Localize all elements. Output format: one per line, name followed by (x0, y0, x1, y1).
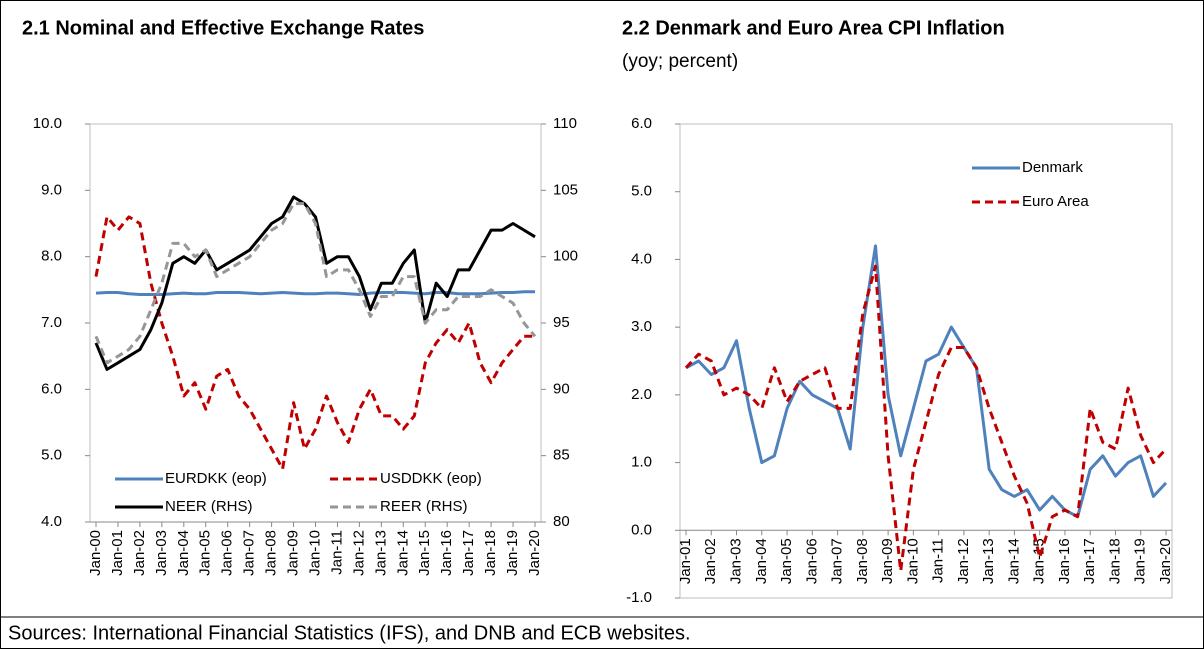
x-tick-label: Jan-19 (504, 530, 521, 576)
x-tick-label: Jan-09 (285, 530, 302, 576)
x-tick-label: Jan-14 (394, 530, 411, 576)
x-tick-label: Jan-00 (87, 530, 104, 576)
x-tick-label: Jan-16 (1056, 538, 1073, 584)
y2-tick-label: 110 (553, 115, 577, 132)
series-line (684, 264, 1168, 573)
x-tick-label: Jan-14 (1005, 538, 1022, 584)
x-tick-label: Jan-18 (1106, 538, 1123, 584)
x-tick-label: Jan-03 (153, 530, 170, 576)
chart-title: 2.2 Denmark and Euro Area CPI Inflation (622, 17, 1005, 39)
x-tick-label: Jan-04 (175, 530, 192, 576)
legend-label: REER (RHS) (380, 498, 468, 515)
y-tick-label: -1.0 (626, 589, 652, 606)
legend-label: NEER (RHS) (165, 498, 253, 515)
y2-tick-label: 80 (553, 513, 570, 530)
chart-title: 2.1 Nominal and Effective Exchange Rates (22, 17, 424, 39)
x-tick-label: Jan-02 (131, 530, 148, 576)
x-tick-label: Jan-13 (372, 530, 389, 576)
y2-tick-label: 85 (553, 447, 570, 464)
chart-subtitle: (yoy; percent) (622, 51, 738, 72)
x-tick-label: Jan-15 (416, 530, 433, 576)
plot-frame (679, 123, 1173, 599)
y-tick-label: 3.0 (631, 318, 652, 335)
x-tick-label: Jan-09 (879, 538, 896, 584)
x-tick-label: Jan-06 (803, 538, 820, 584)
x-tick-label: Jan-08 (854, 538, 871, 584)
y-tick-label: 2.0 (631, 386, 652, 403)
legend-label: Euro Area (1022, 193, 1089, 210)
x-tick-label: Jan-20 (1157, 538, 1174, 584)
x-tick-label: Jan-01 (677, 538, 694, 584)
y2-tick-label: 95 (553, 314, 570, 331)
y-tick-label: 4.0 (631, 250, 652, 267)
x-tick-label: Jan-10 (306, 530, 323, 576)
y-tick-label: 8.0 (41, 248, 62, 265)
x-tick-label: Jan-05 (778, 538, 795, 584)
x-tick-label: Jan-04 (753, 538, 770, 584)
x-tick-label: Jan-18 (482, 530, 499, 576)
series-line (95, 290, 535, 296)
x-tick-label: Jan-11 (930, 538, 947, 583)
x-tick-label: Jan-10 (904, 538, 921, 584)
x-tick-label: Jan-02 (702, 538, 719, 584)
x-tick-label: Jan-06 (219, 530, 236, 576)
y-tick-label: 6.0 (41, 380, 62, 397)
x-tick-label: Jan-20 (526, 530, 543, 576)
series-line (94, 202, 537, 365)
x-tick-label: Jan-15 (1031, 538, 1048, 584)
y-tick-label: 9.0 (41, 181, 62, 198)
x-tick-label: Jan-17 (460, 530, 477, 576)
x-tick-label: Jan-11 (328, 530, 345, 575)
y-tick-label: 10.0 (33, 115, 62, 132)
x-tick-label: Jan-01 (109, 530, 126, 576)
series-line (685, 244, 1168, 519)
legend-label: USDDKK (eop) (380, 470, 482, 487)
legend-label: EURDKK (eop) (165, 470, 267, 487)
x-tick-label: Jan-05 (197, 530, 214, 576)
x-tick-label: Jan-17 (1081, 538, 1098, 584)
y-tick-label: 7.0 (41, 314, 62, 331)
x-tick-label: Jan-07 (241, 530, 258, 576)
x-tick-label: Jan-12 (955, 538, 972, 584)
x-tick-label: Jan-16 (438, 530, 455, 576)
legend-label: Denmark (1022, 159, 1083, 176)
x-tick-label: Jan-07 (829, 538, 846, 584)
series-line (94, 195, 536, 371)
x-tick-label: Jan-08 (263, 530, 280, 576)
y2-tick-label: 100 (553, 248, 578, 265)
x-tick-label: Jan-12 (350, 530, 367, 576)
y-tick-label: 0.0 (631, 521, 652, 538)
y-tick-label: 4.0 (41, 513, 62, 530)
series-line (94, 215, 535, 471)
y-tick-label: 6.0 (631, 115, 652, 132)
y2-tick-label: 105 (553, 181, 578, 198)
x-tick-label: Jan-13 (980, 538, 997, 584)
y2-tick-label: 90 (553, 380, 570, 397)
x-tick-label: Jan-03 (727, 538, 744, 584)
x-tick-label: Jan-19 (1132, 538, 1149, 584)
y-tick-label: 1.0 (631, 454, 652, 471)
source-note: Sources: International Financial Statist… (8, 622, 691, 644)
y-tick-label: 5.0 (631, 183, 652, 200)
y-tick-label: 5.0 (41, 447, 62, 464)
